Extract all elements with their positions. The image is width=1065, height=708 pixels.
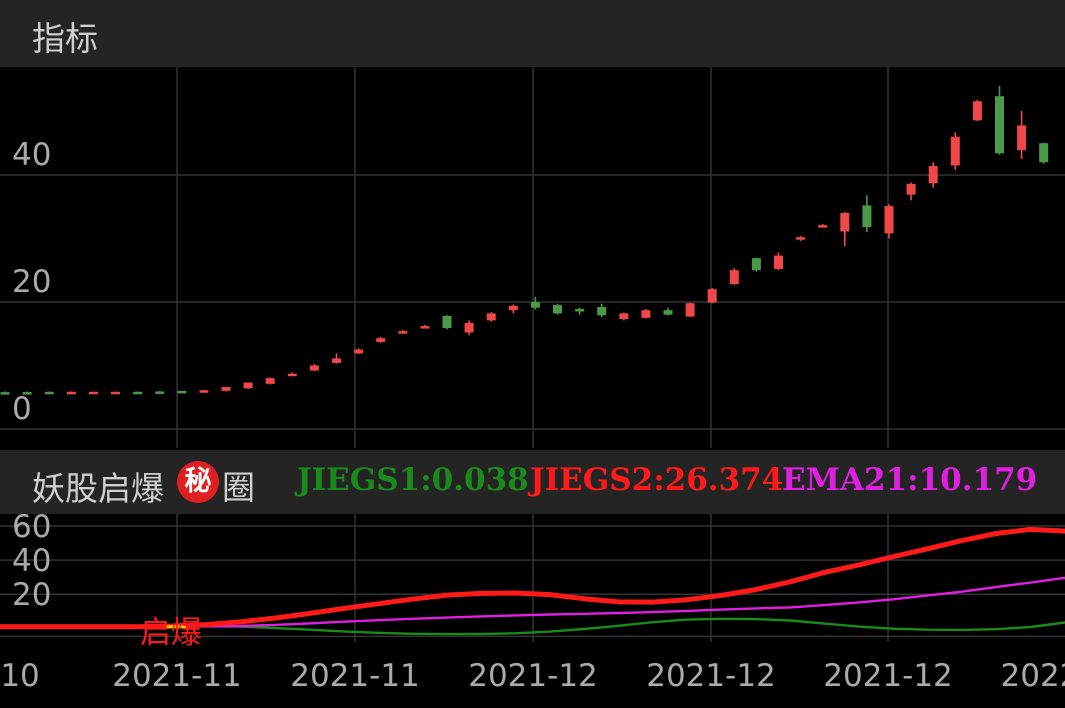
candle-body	[729, 270, 739, 285]
candle-body	[88, 391, 98, 395]
candle-body	[398, 331, 408, 334]
header-bar: 指标	[0, 0, 1065, 67]
signal-label: 启爆	[140, 615, 202, 651]
legend-jiegs1: JIEGS1:0.038	[297, 462, 529, 498]
candle-body	[44, 391, 54, 395]
candle-body	[530, 301, 540, 308]
candle-body	[751, 258, 761, 271]
candle-body	[376, 338, 386, 342]
candle-body	[287, 373, 297, 377]
candle-body	[1039, 143, 1049, 163]
candle-body	[22, 392, 32, 395]
candle-body	[575, 308, 585, 312]
candle-body	[597, 307, 607, 316]
candle-body	[464, 322, 474, 333]
y-tick-label: 60	[12, 509, 51, 545]
candle-body	[442, 315, 452, 328]
y-tick-label: 20	[12, 264, 51, 300]
candle-body	[995, 96, 1004, 154]
candle-body	[972, 101, 982, 121]
candle-body	[66, 391, 76, 395]
candle-body	[663, 310, 673, 315]
candle-body	[309, 365, 319, 371]
y-tick-label: 40	[12, 543, 51, 579]
candle-body	[177, 390, 187, 394]
candle-body	[641, 310, 651, 318]
candle-body	[950, 136, 960, 166]
y-tick-label: 0	[12, 391, 32, 427]
candle-body	[199, 390, 209, 393]
indicator-title: 妖股启爆	[32, 469, 164, 508]
candle-body	[332, 358, 341, 363]
x-tick-label: 2021-12	[468, 658, 598, 694]
candle-body	[111, 391, 120, 395]
candle-body	[221, 387, 231, 391]
indicator-title-suffix: 圈	[222, 468, 255, 507]
legend-ema21: EMA21:10.179	[782, 462, 1038, 498]
y-tick-label: 40	[12, 137, 51, 173]
legend-jiegs2: JIEGS2:26.374	[530, 462, 784, 498]
page-title: 指标	[32, 19, 98, 58]
candle-body	[553, 305, 562, 314]
x-tick-label: 2021-11	[290, 658, 420, 694]
x-tick-label: 2021-12	[823, 658, 953, 694]
candle-body	[155, 391, 165, 394]
candle-body	[928, 166, 938, 184]
candle-body	[862, 205, 872, 228]
candle-body	[818, 225, 828, 228]
x-tick-label: 2021-10	[0, 658, 40, 694]
candle-body	[840, 213, 850, 232]
candle-body	[685, 303, 695, 317]
x-tick-label: 2021-12	[646, 658, 776, 694]
candle-body	[1017, 125, 1027, 151]
candle-body	[906, 183, 916, 195]
candle-body	[0, 392, 10, 395]
candle-body	[265, 378, 275, 384]
x-tick-label: 2022	[1001, 658, 1065, 694]
candle-body	[354, 349, 364, 354]
candle-body	[486, 313, 496, 321]
candle-body	[884, 206, 894, 234]
candle-body	[420, 326, 430, 329]
candle-body	[707, 289, 717, 303]
secret-badge[interactable]: 秘	[177, 461, 219, 503]
candle-body	[133, 391, 143, 395]
candle-body	[774, 255, 783, 269]
y-tick-label: 20	[12, 577, 51, 613]
candle-body	[796, 237, 806, 240]
candle-body	[508, 305, 518, 311]
x-tick-label: 2021-11	[112, 658, 242, 694]
candle-body	[619, 313, 629, 320]
candle-body	[243, 382, 253, 389]
